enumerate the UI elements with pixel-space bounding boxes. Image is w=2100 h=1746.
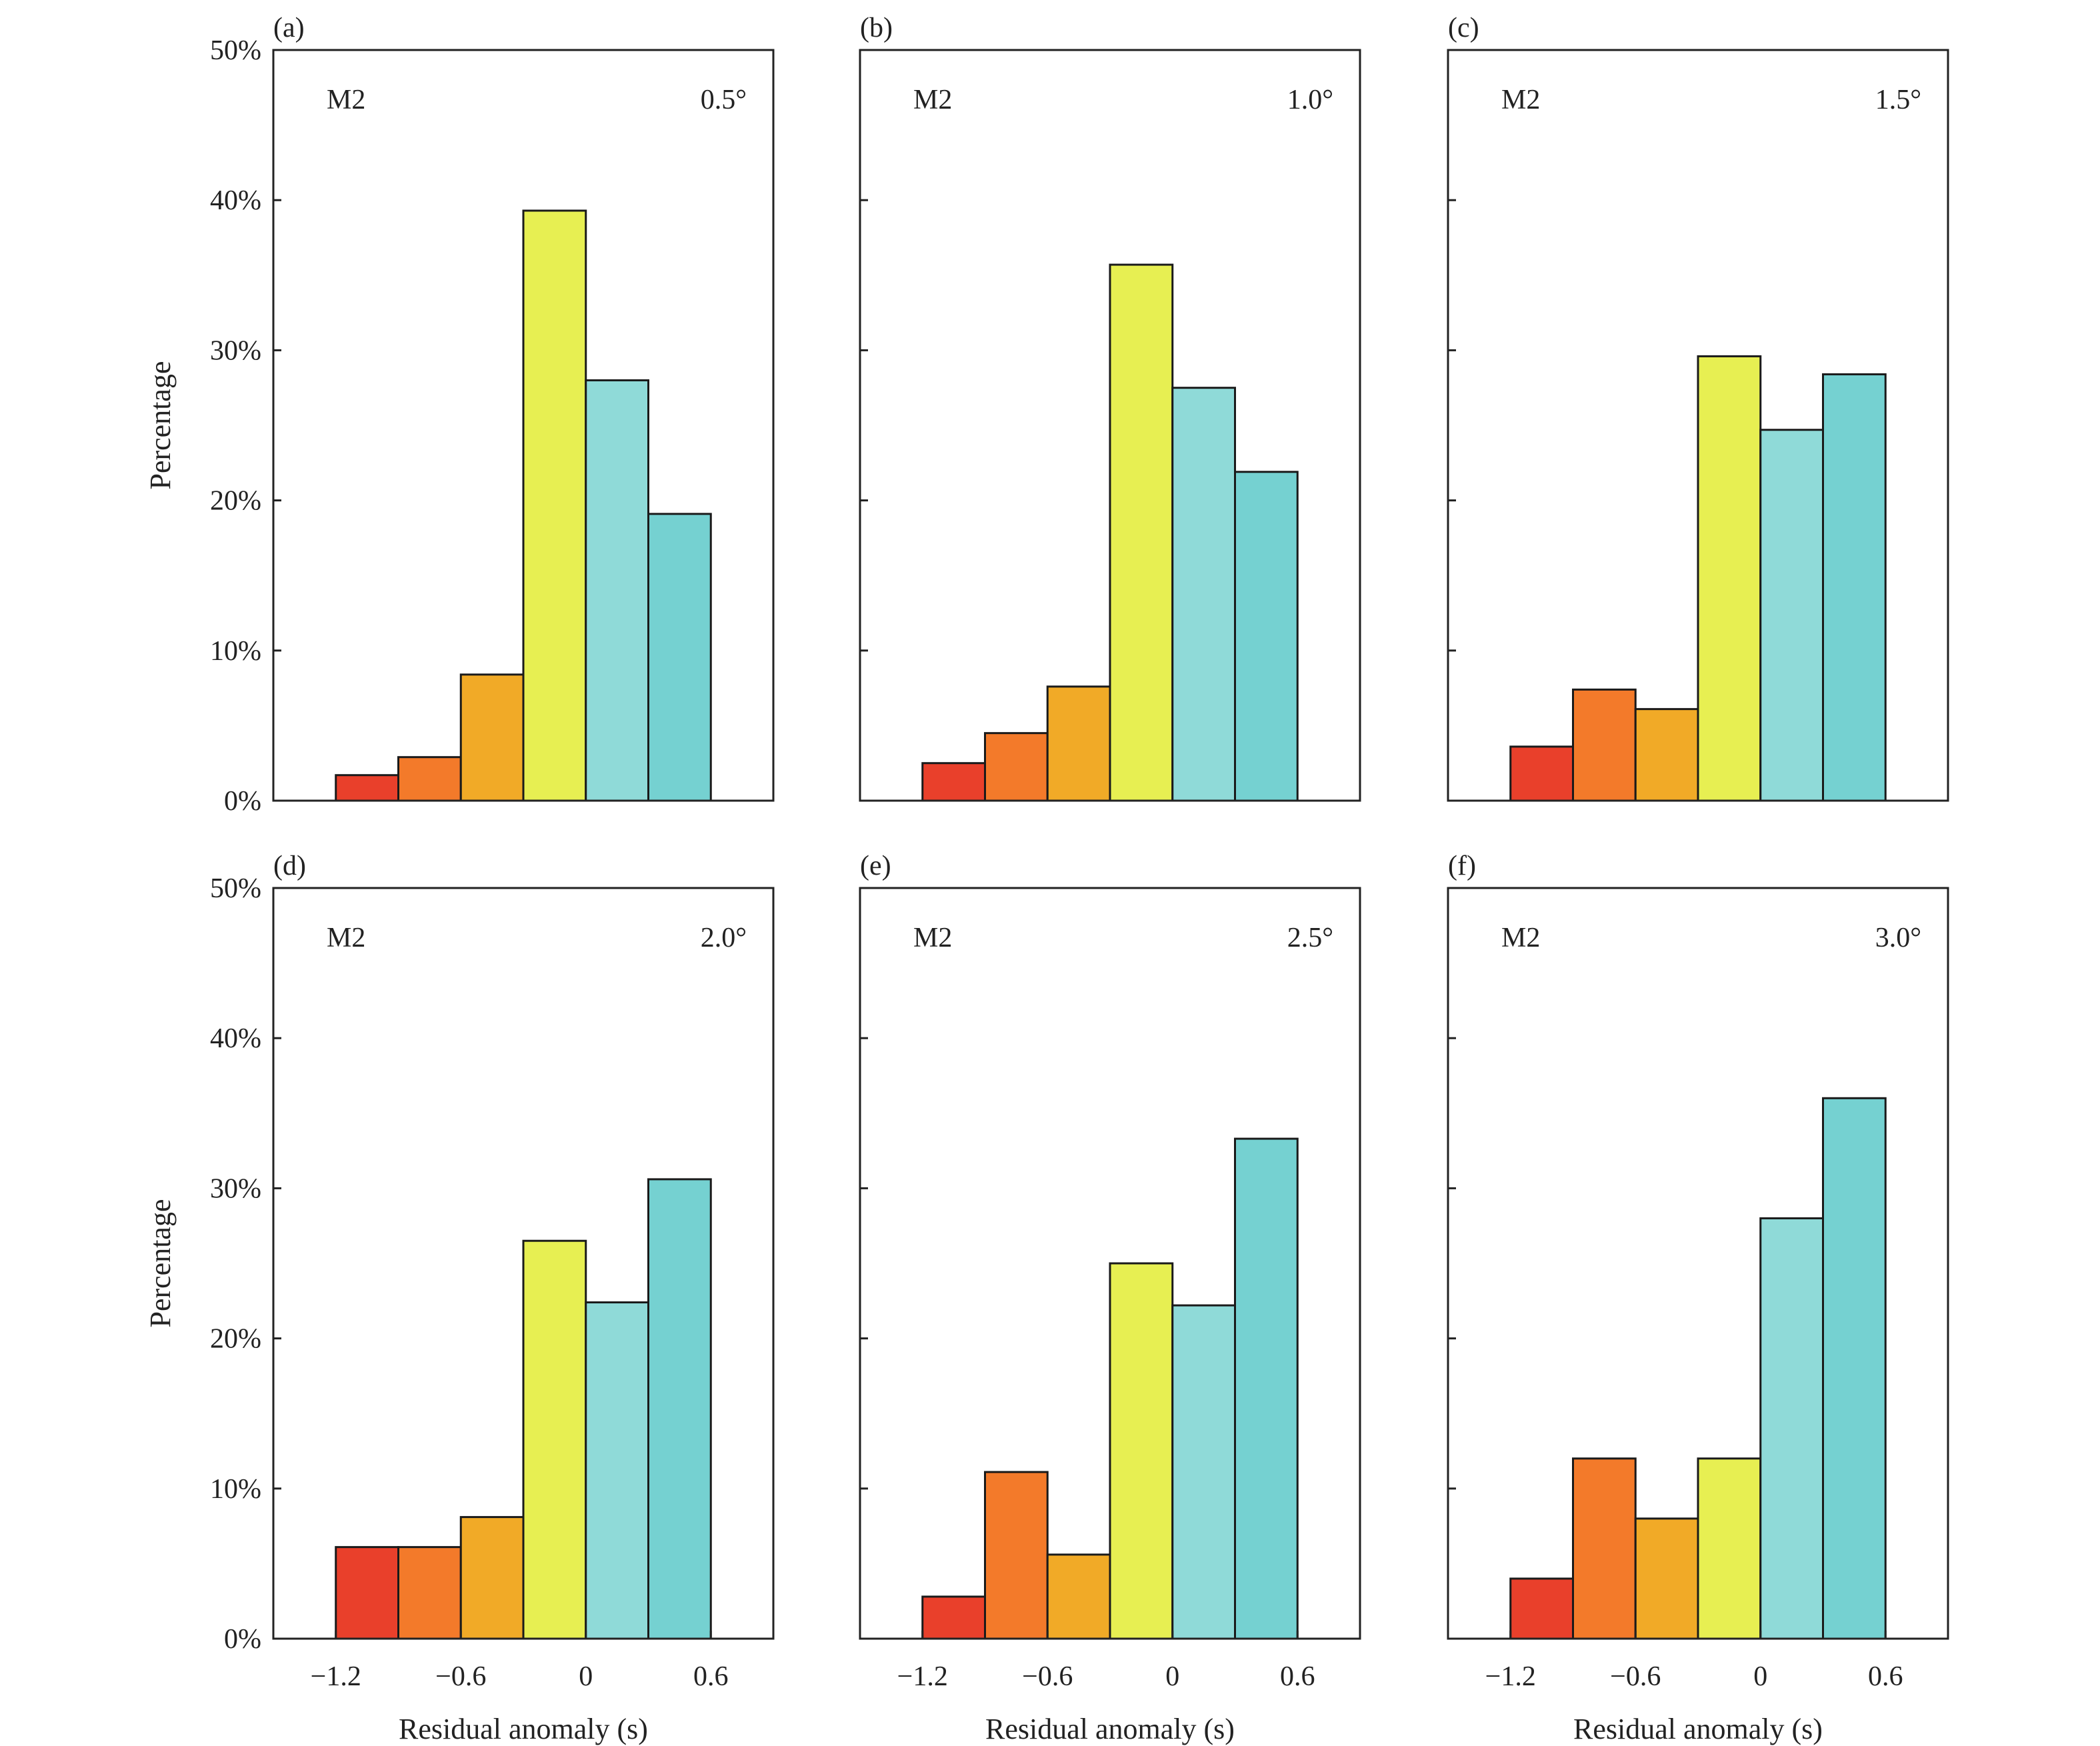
- panel-c-series-label: M2: [1501, 85, 1540, 115]
- panel-d-bar-4: [522, 1239, 587, 1640]
- panel-f-xtick-label: −1.2: [1485, 1661, 1536, 1692]
- panel-e-bar-6: [1234, 1137, 1299, 1640]
- panel-c-bar-1: [1509, 745, 1574, 802]
- panel-d-ytick-label: 50%: [210, 873, 261, 904]
- panel-a-y-axis-title: Percentage: [144, 361, 177, 490]
- panel-a-bar-2: [397, 756, 462, 802]
- panel-d-xtick-label: 0: [579, 1661, 593, 1692]
- panel-a-letter: (a): [273, 13, 305, 43]
- panel-e-xtick-label: 0.6: [1280, 1661, 1315, 1692]
- panel-d-series-label: M2: [327, 923, 365, 953]
- panel-b-letter: (b): [860, 13, 893, 43]
- panel-d-letter: (d): [273, 851, 306, 881]
- panel-e-resolution-label: 2.5°: [1287, 923, 1333, 953]
- panel-d-ytick-label: 10%: [210, 1474, 261, 1505]
- panel-e-letter: (e): [860, 851, 891, 881]
- panel-d-bar-3: [459, 1516, 525, 1640]
- panel-a-bar-4: [522, 209, 587, 802]
- panel-f-bar-6: [1822, 1097, 1887, 1640]
- panel-c-bar-6: [1822, 373, 1887, 802]
- panel-f-xtick-label: −0.6: [1610, 1661, 1661, 1692]
- panel-a-bar-1: [335, 774, 399, 802]
- panel-d-xtick-label: −1.2: [311, 1661, 361, 1692]
- panel-c-resolution-label: 1.5°: [1875, 85, 1921, 115]
- panel-e-xtick-label: 0: [1165, 1661, 1179, 1692]
- panel-a-ytick-label: 0%: [224, 786, 261, 817]
- panel-d-bar-1: [335, 1546, 399, 1640]
- panel-e-bar-1: [921, 1595, 986, 1640]
- panel-c-bar-4: [1697, 355, 1762, 802]
- panel-b-bar-1: [921, 762, 986, 802]
- panel-a-ytick-label: 40%: [210, 185, 261, 216]
- panel-b-bar-3: [1046, 685, 1111, 802]
- panel-a-bar-5: [585, 379, 649, 802]
- panel-f-letter: (f): [1448, 851, 1476, 881]
- panel-c-frame: [1447, 49, 1949, 802]
- panel-e-bar-3: [1046, 1553, 1111, 1640]
- panel-d-ytick-label: 40%: [210, 1023, 261, 1054]
- panel-f-bar-5: [1759, 1217, 1824, 1640]
- panel-a-ytick-label: 50%: [210, 35, 261, 66]
- panel-d-ytick-label: 0%: [224, 1624, 261, 1655]
- panel-f-bar-4: [1697, 1457, 1762, 1640]
- panel-f-resolution-label: 3.0°: [1875, 923, 1921, 953]
- panel-e-series-label: M2: [913, 923, 952, 953]
- panel-b-series-label: M2: [913, 85, 952, 115]
- panel-e-frame: [859, 887, 1361, 1640]
- panel-e-bar-4: [1109, 1262, 1174, 1640]
- panel-c-bar-3: [1634, 708, 1699, 802]
- panel-d-bar-5: [585, 1301, 649, 1640]
- panel-d-ytick-label: 20%: [210, 1324, 261, 1355]
- panel-d-ytick-label: 30%: [210, 1173, 261, 1204]
- panel-a-series-label: M2: [327, 85, 365, 115]
- panel-a-frame: [272, 49, 775, 802]
- panel-d-bar-6: [647, 1178, 712, 1640]
- panel-d-xtick-label: 0.6: [693, 1661, 729, 1692]
- panel-c-bar-2: [1572, 688, 1637, 802]
- panel-a-ytick-label: 30%: [210, 335, 261, 366]
- panel-d-y-axis-title: Percentage: [144, 1199, 177, 1328]
- panel-e-xtick-label: −0.6: [1022, 1661, 1073, 1692]
- panel-d-xtick-label: −0.6: [435, 1661, 486, 1692]
- panel-f-x-axis-title: Residual anomaly (s): [1573, 1713, 1823, 1745]
- panel-f-bar-1: [1509, 1577, 1574, 1640]
- panel-f-xtick-label: 0.6: [1868, 1661, 1903, 1692]
- panel-c-bar-5: [1759, 429, 1824, 802]
- panel-f-xtick-label: 0: [1753, 1661, 1767, 1692]
- panel-f-bar-3: [1634, 1517, 1699, 1640]
- panel-b-bar-2: [984, 732, 1049, 802]
- panel-b-bar-5: [1171, 387, 1236, 802]
- panel-d-resolution-label: 2.0°: [701, 923, 747, 953]
- panel-d-frame: [272, 887, 775, 1640]
- panel-a-resolution-label: 0.5°: [701, 85, 747, 115]
- panel-a-ytick-label: 10%: [210, 636, 261, 667]
- panel-d-x-axis-title: Residual anomaly (s): [399, 1713, 648, 1745]
- panel-a-bar-3: [459, 673, 525, 802]
- panel-a-ytick-label: 20%: [210, 486, 261, 517]
- panel-f-bar-2: [1572, 1457, 1637, 1640]
- panel-b-resolution-label: 1.0°: [1287, 85, 1333, 115]
- panel-e-xtick-label: −1.2: [897, 1661, 948, 1692]
- panel-d-bar-2: [397, 1546, 462, 1640]
- panel-e-bar-5: [1171, 1304, 1236, 1640]
- panel-c-letter: (c): [1448, 13, 1479, 43]
- panel-b-frame: [859, 49, 1361, 802]
- panel-f-series-label: M2: [1501, 923, 1540, 953]
- panel-a-bar-6: [647, 513, 712, 802]
- panel-f-frame: [1447, 887, 1949, 1640]
- panel-b-bar-6: [1234, 471, 1299, 802]
- panel-e-bar-2: [984, 1471, 1049, 1640]
- panel-e-x-axis-title: Residual anomaly (s): [985, 1713, 1235, 1745]
- panel-b-bar-4: [1109, 263, 1174, 802]
